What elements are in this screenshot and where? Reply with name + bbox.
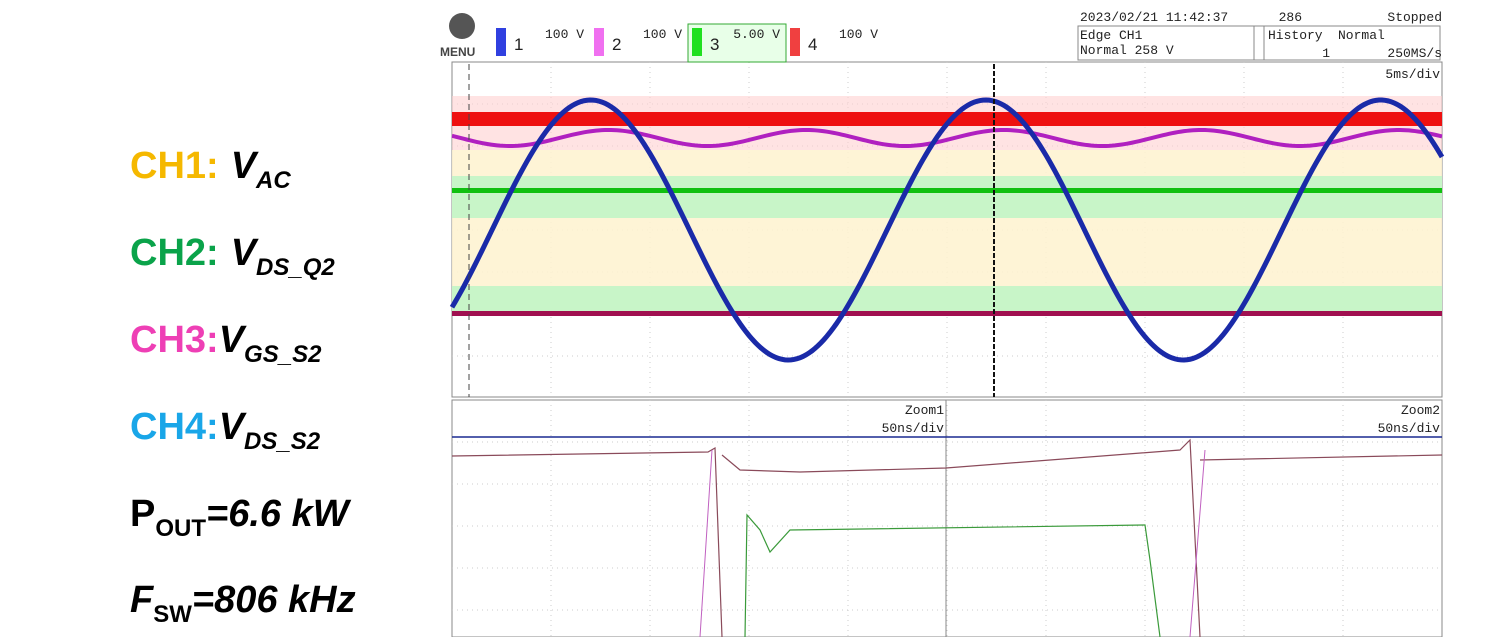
scope-text: 286 (1279, 10, 1302, 25)
channel: CH4: (130, 406, 219, 448)
channel: CH1: (130, 145, 219, 187)
legend-item: CH2: VDS_Q2 (130, 232, 335, 281)
channel-scale[interactable]: 5.00 V (733, 27, 780, 42)
menu-icon[interactable] (449, 13, 475, 39)
scope-text: Edge CH1 (1080, 28, 1143, 43)
channel-color[interactable] (496, 28, 506, 56)
channel-number[interactable]: 3 (710, 35, 719, 54)
legend-item: CH1: VAC (130, 145, 291, 194)
page: CH1:VACCH2:VDS_Q2CH3:VGS_S2CH4:VDS_S2POU… (0, 0, 1512, 637)
subscript: GS_S2 (244, 341, 322, 368)
channel-color[interactable] (692, 28, 702, 56)
scope-text: 2023/02/21 11:42:37 (1080, 10, 1228, 25)
scope-text: Zoom1 (905, 403, 944, 418)
scope: MENU 1 100 V 2 100 V 3 5.00 V 4 100 V 2023/02/21 … (440, 10, 1442, 637)
channel-number[interactable]: 4 (808, 35, 817, 54)
scope-text: Normal 258 V (1080, 43, 1174, 58)
subscript: AC (255, 167, 291, 194)
symbol: V (231, 145, 259, 187)
channel-scale[interactable]: 100 V (643, 27, 682, 42)
symbol: V (219, 406, 247, 448)
channel-color[interactable] (594, 28, 604, 56)
scope-text: 250MS/s (1387, 46, 1442, 61)
menu-label[interactable]: MENU (440, 45, 475, 59)
yellow-band (452, 150, 1442, 290)
scope-text: 5ms/div (1385, 67, 1440, 82)
scope-text: History (1268, 28, 1323, 43)
value: =806 kHz (192, 579, 356, 621)
legend-item: CH3:VGS_S2 (130, 319, 322, 368)
channel-scale[interactable]: 100 V (545, 27, 584, 42)
channel-scale[interactable]: 100 V (839, 27, 878, 42)
subscript: SW (153, 601, 192, 628)
formula: POUT=6.6 kW (130, 493, 352, 542)
channel-number[interactable]: 1 (514, 35, 523, 54)
legend: CH1:VACCH2:VDS_Q2CH3:VGS_S2CH4:VDS_S2POU… (130, 145, 356, 628)
scope-text: 50ns/div (882, 421, 945, 436)
symbol: V (219, 319, 247, 361)
ch2-band-low (452, 286, 1442, 314)
value: =6.6 kW (206, 493, 352, 535)
scope-text: Stopped (1387, 10, 1442, 25)
ground-trace (452, 311, 1442, 316)
scope-text: Zoom2 (1401, 403, 1440, 418)
channel: CH2: (130, 232, 219, 274)
ch2-trace (452, 188, 1442, 193)
symbol: V (231, 232, 259, 274)
symbol: P (130, 493, 155, 535)
legend-item: CH4:VDS_S2 (130, 406, 321, 455)
scope-text: 50ns/div (1378, 421, 1441, 436)
channel-number[interactable]: 2 (612, 35, 621, 54)
subscript: DS_S2 (244, 428, 321, 455)
subscript: OUT (155, 515, 206, 542)
subscript: DS_Q2 (256, 254, 335, 281)
symbol: F (130, 579, 155, 621)
channel-color[interactable] (790, 28, 800, 56)
scope-text: Normal (1338, 28, 1385, 43)
scope-text: 1 (1322, 46, 1330, 61)
formula: FSW=806 kHz (130, 579, 356, 628)
channel: CH3: (130, 319, 219, 361)
